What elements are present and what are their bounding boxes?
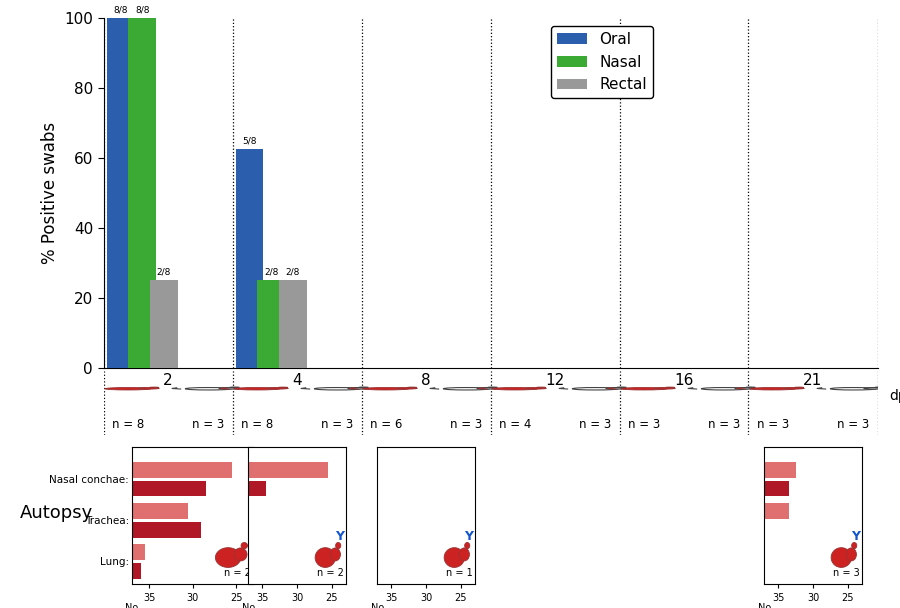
Ellipse shape (477, 387, 498, 389)
Ellipse shape (359, 387, 368, 388)
Text: n = 3: n = 3 (757, 418, 789, 431)
Text: No: No (125, 603, 139, 608)
Bar (248, 462, 328, 478)
Text: 2/8: 2/8 (157, 268, 171, 276)
Ellipse shape (408, 387, 417, 388)
Ellipse shape (149, 387, 158, 388)
Text: n = 3: n = 3 (708, 418, 741, 431)
Ellipse shape (139, 387, 159, 389)
Ellipse shape (875, 387, 884, 388)
Ellipse shape (572, 387, 618, 390)
Bar (132, 522, 202, 537)
Bar (248, 481, 266, 497)
Ellipse shape (783, 387, 805, 389)
Text: 2/8: 2/8 (264, 268, 278, 276)
Bar (106, 18, 134, 368)
Bar (132, 462, 232, 478)
Text: 5/8: 5/8 (242, 136, 256, 145)
Text: dpi: dpi (889, 389, 900, 403)
Text: n = 3: n = 3 (192, 418, 224, 431)
Text: No: No (371, 603, 384, 608)
Bar (132, 503, 188, 519)
Ellipse shape (219, 387, 239, 389)
Bar (764, 503, 788, 519)
Text: n = 6: n = 6 (370, 418, 402, 431)
Ellipse shape (654, 387, 675, 389)
Ellipse shape (185, 387, 231, 390)
Ellipse shape (606, 387, 626, 389)
Bar (132, 481, 206, 497)
Ellipse shape (536, 387, 545, 388)
Bar (236, 150, 264, 368)
Text: n = 8: n = 8 (112, 418, 144, 431)
Ellipse shape (621, 387, 667, 390)
Text: No: No (758, 603, 771, 608)
Ellipse shape (488, 387, 497, 388)
Ellipse shape (526, 387, 546, 389)
Legend: Oral, Nasal, Rectal: Oral, Nasal, Rectal (551, 26, 653, 98)
Ellipse shape (864, 387, 885, 389)
Y-axis label: % Positive swabs: % Positive swabs (40, 122, 58, 264)
Ellipse shape (314, 387, 360, 390)
Text: n = 3: n = 3 (450, 418, 482, 431)
Bar (150, 280, 178, 368)
Text: 8/8: 8/8 (135, 5, 149, 14)
Text: n = 4: n = 4 (499, 418, 531, 431)
Text: n = 3: n = 3 (832, 568, 859, 578)
Text: No: No (242, 603, 255, 608)
Bar (279, 280, 307, 368)
Text: n = 3: n = 3 (837, 418, 869, 431)
Text: n = 2: n = 2 (317, 568, 344, 578)
Text: n = 3: n = 3 (627, 418, 660, 431)
Bar (764, 462, 796, 478)
Bar (132, 563, 140, 579)
Ellipse shape (278, 387, 288, 388)
Text: n = 1: n = 1 (446, 568, 472, 578)
Bar (257, 280, 285, 368)
Ellipse shape (746, 387, 755, 388)
Bar (132, 544, 145, 560)
Ellipse shape (230, 387, 239, 388)
Text: n = 2: n = 2 (224, 568, 251, 578)
Text: n = 8: n = 8 (240, 418, 273, 431)
Bar (129, 18, 156, 368)
Ellipse shape (830, 387, 877, 390)
Text: n = 3: n = 3 (579, 418, 611, 431)
Ellipse shape (491, 387, 538, 390)
Ellipse shape (267, 387, 288, 389)
Ellipse shape (665, 387, 675, 388)
Ellipse shape (363, 387, 409, 390)
Ellipse shape (617, 387, 626, 388)
Text: 2/8: 2/8 (285, 268, 300, 276)
Ellipse shape (734, 387, 756, 389)
Text: 8/8: 8/8 (113, 5, 128, 14)
Ellipse shape (396, 387, 418, 389)
Ellipse shape (104, 387, 151, 390)
Ellipse shape (701, 387, 747, 390)
Ellipse shape (795, 387, 804, 388)
Text: Autopsy: Autopsy (20, 503, 94, 522)
Bar (764, 481, 788, 497)
Text: n = 3: n = 3 (321, 418, 354, 431)
Ellipse shape (750, 387, 796, 390)
Ellipse shape (347, 387, 369, 389)
Ellipse shape (234, 387, 280, 390)
Ellipse shape (443, 387, 490, 390)
